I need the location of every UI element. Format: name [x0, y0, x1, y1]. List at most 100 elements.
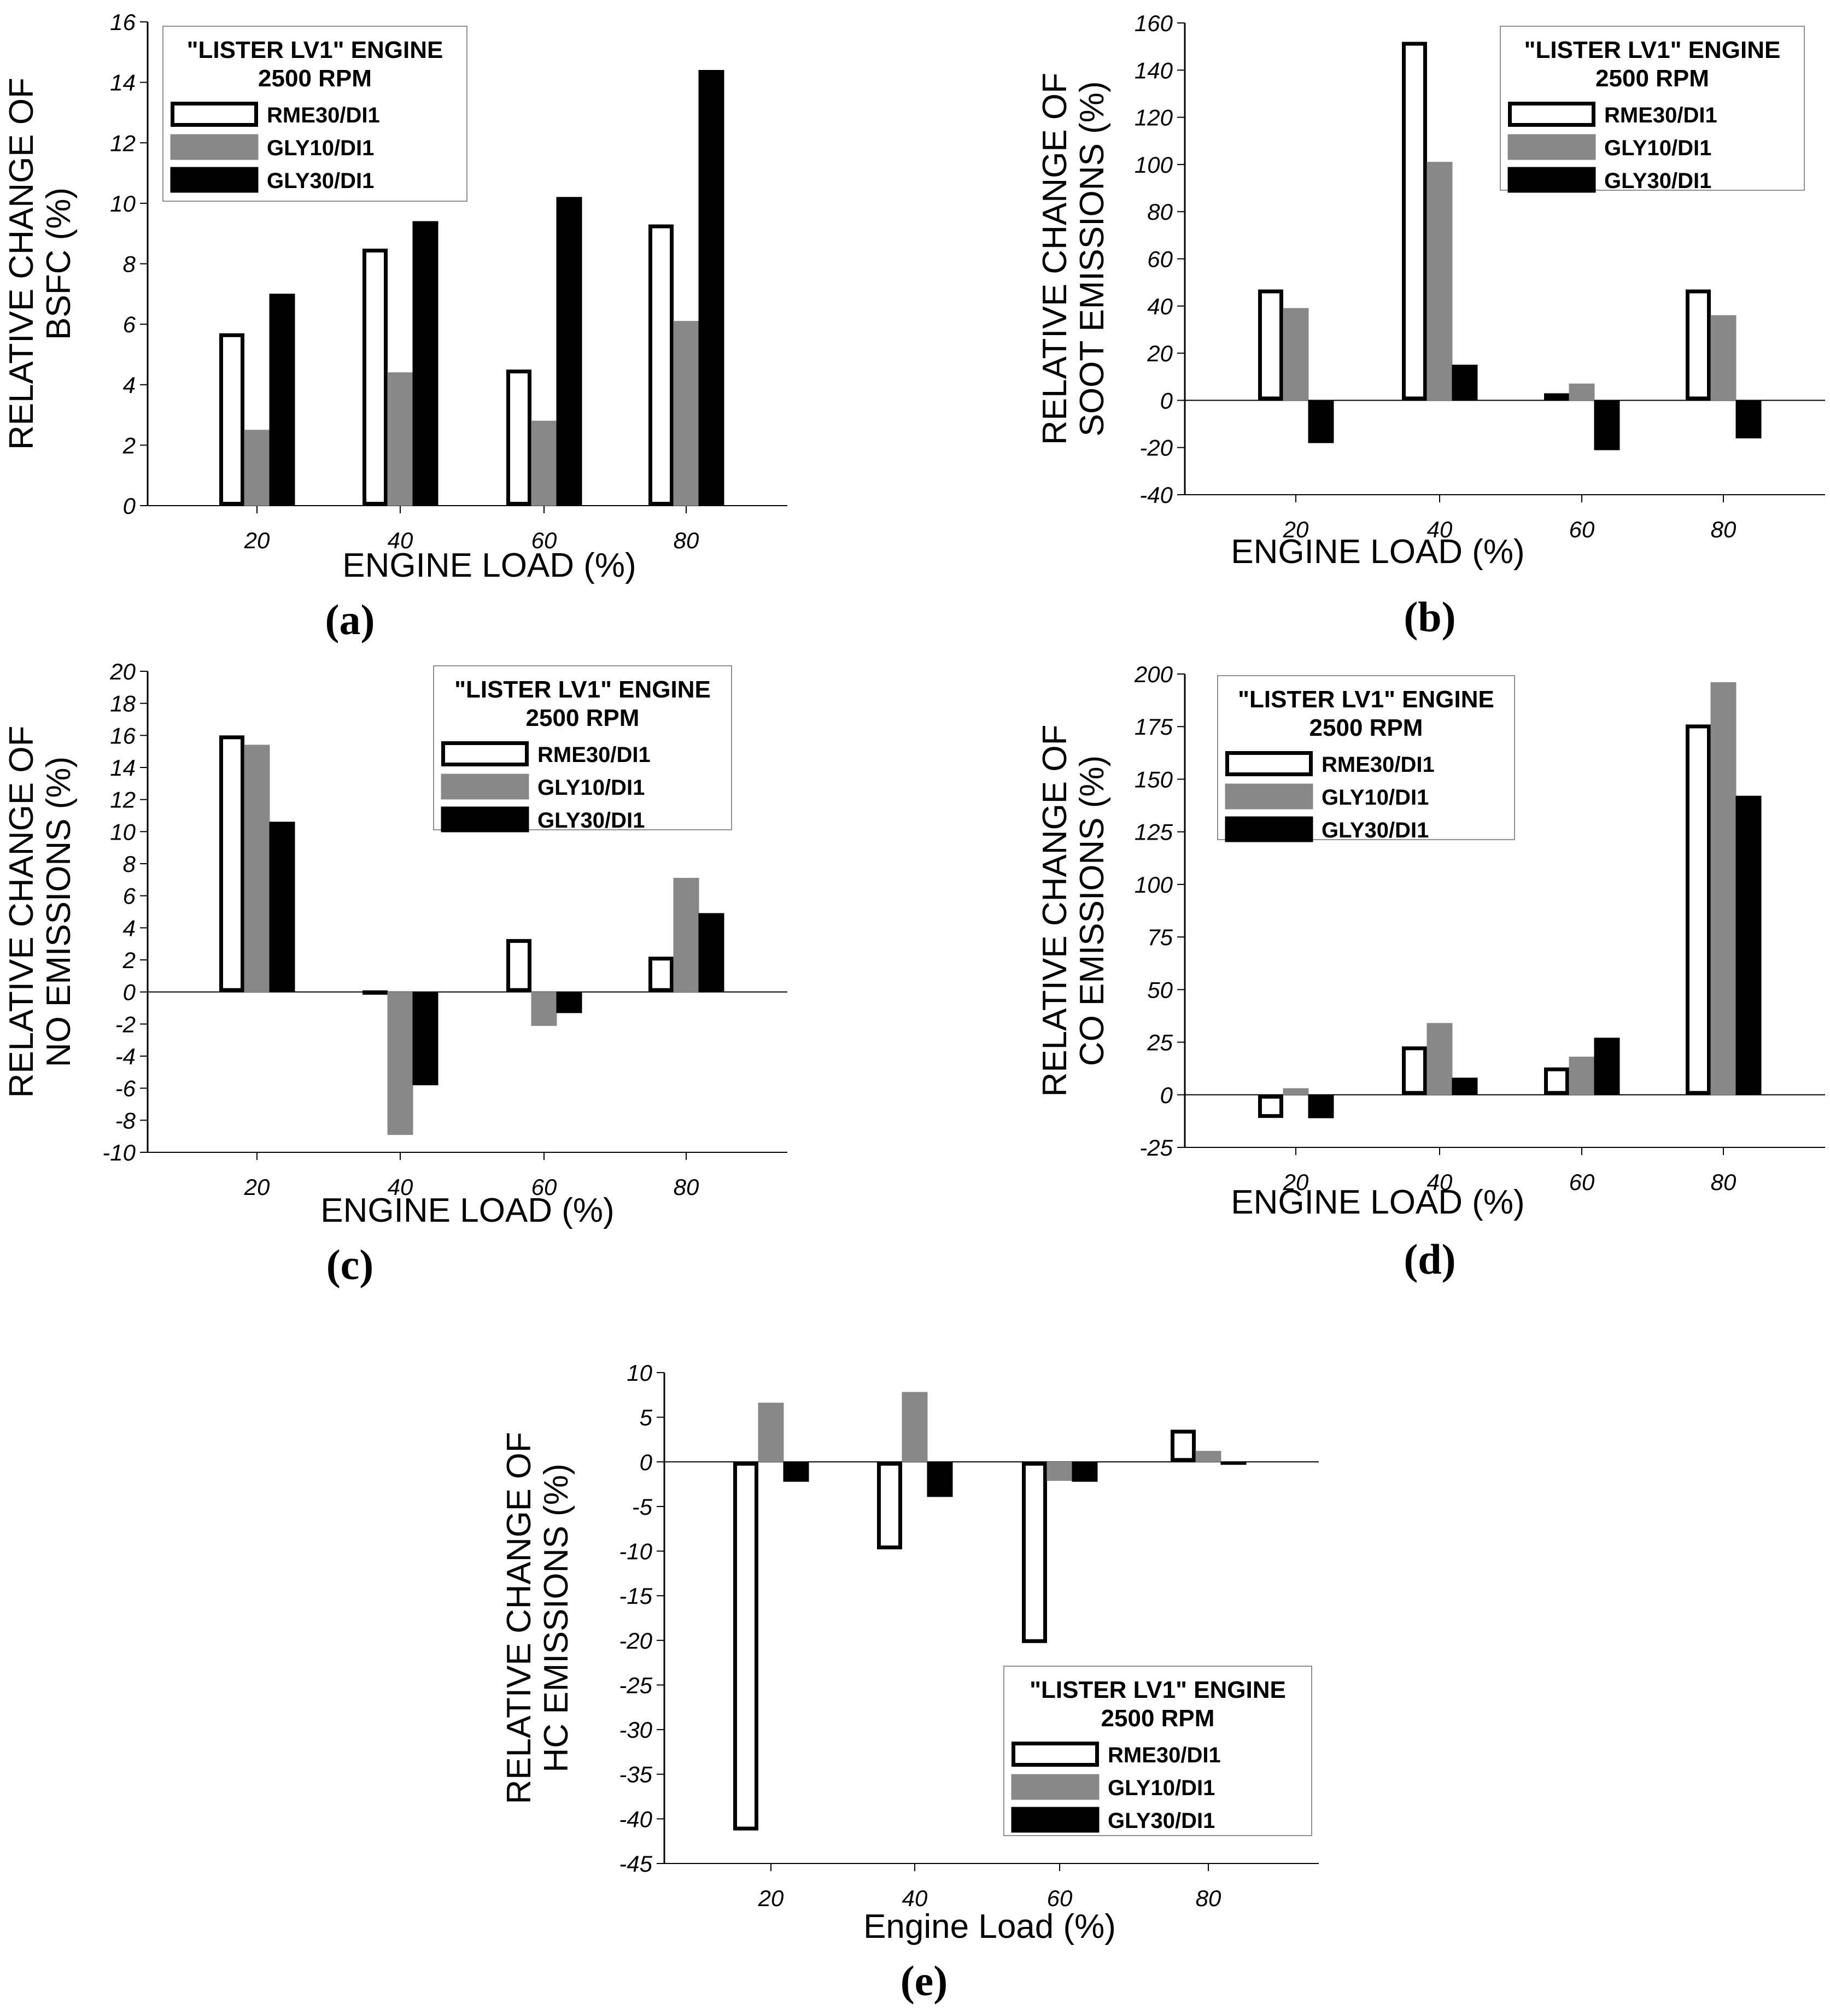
legend-title-line: "LISTER LV1" ENGINE — [454, 676, 711, 703]
bar-rme30-di1-40 — [1402, 1046, 1427, 1095]
bar-rme30-di1-80 — [1686, 724, 1711, 1095]
y-tick-label: 10 — [627, 1360, 652, 1386]
bar-rme30-di1-80 — [1171, 1429, 1196, 1462]
bar-rme30-di1-80 — [1686, 289, 1711, 401]
bar-rme30-di1-40 — [363, 248, 388, 506]
x-tick-label: 60 — [531, 528, 557, 553]
chart-c: -10 -8 -6 -4 -2 0 2 4 6 8 10 12 14 16 18 20 20 40 60 80 ENGI… — [3, 659, 787, 1288]
legend-swatch — [1508, 102, 1595, 127]
x-axis-title: ENGINE LOAD (%) — [342, 547, 636, 584]
bar-gly30-di1-20 — [783, 1461, 809, 1482]
y-tick-label: 60 — [1147, 247, 1173, 272]
bar-gly30-di1-20 — [269, 822, 295, 993]
legend-swatch — [1011, 1807, 1100, 1833]
legend-label: GLY10/DI1 — [1604, 136, 1711, 160]
legend-label: RME30/DI1 — [1322, 753, 1435, 777]
bar-rme30-di1-20 — [733, 1462, 758, 1831]
y-axis-title: RELATIVE CHANGE OFCO EMISSIONS (%) — [1036, 725, 1111, 1097]
y-tick-label: 0 — [1160, 388, 1173, 413]
legend-label: GLY10/DI1 — [267, 136, 374, 160]
panel-caption: (a) — [325, 596, 375, 643]
y-tick-label: -40 — [1139, 482, 1173, 508]
bar-gly10-di1-40 — [902, 1392, 928, 1462]
x-tick-label: 60 — [1569, 1169, 1595, 1195]
legend-swatch — [170, 134, 259, 160]
y-axis-title-line: SOOT EMISSIONS (%) — [1073, 81, 1111, 437]
y-axis-title-line: CO EMISSIONS (%) — [1073, 755, 1111, 1066]
bar-gly10-di1-60 — [531, 992, 557, 1026]
legend-swatch — [170, 167, 259, 193]
legend-swatch — [1225, 816, 1313, 842]
x-tick-label: 60 — [1047, 1885, 1073, 1911]
y-tick-label: 6 — [123, 312, 136, 337]
legend-swatch — [1012, 1742, 1099, 1767]
legend-title-line: 2500 RPM — [1101, 1705, 1215, 1732]
bar-gly30-di1-40 — [1452, 1077, 1478, 1095]
legend-swatch — [1507, 167, 1596, 193]
bar-rme30-di1-20 — [1258, 1094, 1283, 1118]
x-tick-label: 20 — [1283, 517, 1309, 542]
y-axis-title: RELATIVE CHANGE OFBSFC (%) — [3, 78, 78, 450]
legend-label: GLY30/DI1 — [537, 808, 645, 833]
y-tick-label: 140 — [1135, 57, 1173, 83]
y-tick-label: -20 — [619, 1628, 652, 1654]
x-tick-label: 20 — [244, 1174, 270, 1200]
legend-title-line: "LISTER LV1" ENGINE — [1524, 37, 1781, 63]
bar-gly10-di1-40 — [387, 372, 413, 506]
y-tick-label: 0 — [123, 493, 136, 519]
y-tick-label: 0 — [640, 1449, 653, 1475]
x-tick-label: 80 — [674, 1174, 699, 1200]
bar-gly30-di1-80 — [1735, 400, 1762, 438]
legend-swatch — [1225, 783, 1313, 810]
bar-gly10-di1-40 — [1426, 1023, 1453, 1095]
y-tick-label: 150 — [1135, 766, 1173, 792]
bar-gly30-di1-60 — [1072, 1461, 1098, 1482]
y-tick-label: -45 — [619, 1851, 652, 1877]
y-tick-label: 50 — [1147, 977, 1173, 1003]
y-tick-label: -25 — [619, 1672, 652, 1698]
legend-label: GLY10/DI1 — [537, 776, 645, 800]
bar-gly10-di1-40 — [1426, 162, 1453, 401]
bar-gly10-di1-80 — [1710, 315, 1737, 401]
x-tick-label: 20 — [244, 528, 270, 553]
y-tick-label: 20 — [1147, 341, 1173, 366]
x-tick-label: 40 — [1427, 1169, 1453, 1195]
y-tick-label: 120 — [1135, 105, 1173, 131]
y-tick-label: -8 — [115, 1107, 136, 1133]
y-tick-label: 4 — [123, 372, 136, 398]
y-tick-label: -4 — [115, 1044, 136, 1069]
legend-title-line: "LISTER LV1" ENGINE — [187, 37, 443, 63]
y-tick-label: 14 — [110, 755, 136, 781]
legend-label: GLY30/DI1 — [1322, 818, 1429, 842]
x-tick-label: 40 — [388, 528, 413, 553]
bar-gly30-di1-80 — [698, 70, 724, 506]
y-tick-label: 125 — [1135, 819, 1173, 845]
y-axis-title-line: RELATIVE CHANGE OF — [1036, 73, 1074, 445]
bar-rme30-di1-60 — [506, 939, 531, 992]
bar-rme30-di1-40 — [877, 1462, 902, 1550]
bar-gly10-di1-60 — [1569, 383, 1595, 401]
legend-swatch — [1225, 751, 1313, 776]
bar-gly10-di1-20 — [1283, 1088, 1309, 1095]
bar-gly30-di1-80 — [1220, 1461, 1247, 1465]
legend-title-line: "LISTER LV1" ENGINE — [1238, 686, 1494, 713]
panel-caption: (c) — [326, 1241, 374, 1288]
legend-swatch — [1011, 1774, 1100, 1800]
legend-label: GLY30/DI1 — [1108, 1809, 1215, 1833]
x-axis-title: ENGINE LOAD (%) — [1231, 1183, 1524, 1221]
bar-rme30-di1-20 — [219, 333, 244, 506]
x-axis-title: ENGINE LOAD (%) — [1231, 533, 1524, 571]
x-tick-label: 40 — [388, 1174, 413, 1200]
bar-rme30-di1-60 — [1544, 393, 1569, 401]
bar-gly10-di1-80 — [1710, 682, 1737, 1095]
y-axis-title-line: NO EMISSIONS (%) — [40, 757, 78, 1067]
legend-swatch — [441, 773, 529, 800]
x-tick-label: 20 — [1283, 1169, 1309, 1195]
bar-gly10-di1-20 — [758, 1403, 784, 1462]
y-tick-label: 12 — [110, 130, 136, 156]
bar-rme30-di1-60 — [1544, 1067, 1569, 1095]
